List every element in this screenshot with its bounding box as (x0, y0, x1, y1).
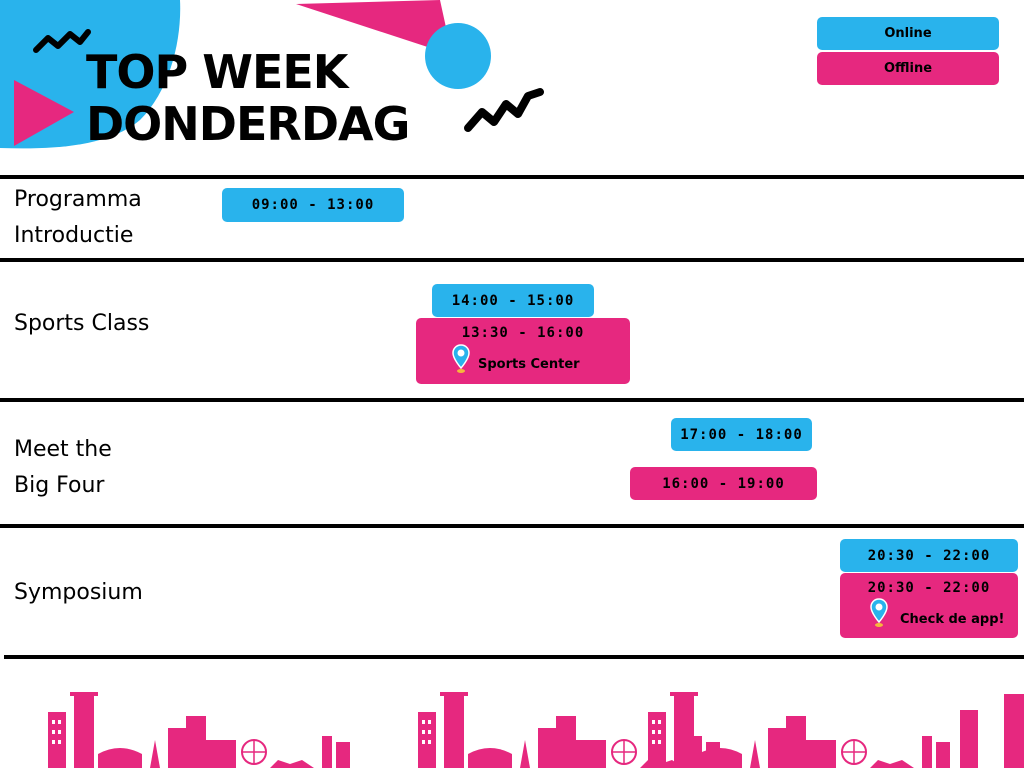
online-slot: 09:00 - 13:00 (222, 188, 404, 222)
page-title-line1: TOP WEEK (86, 45, 348, 99)
pink-triangle-left (14, 80, 74, 146)
row-label-line: Sports Class (14, 311, 150, 336)
row-label-sports-class: Sports Class (14, 306, 149, 342)
offline-slot: 16:00 - 19:00 (630, 467, 817, 500)
city-skyline-illustration (47, 691, 1024, 768)
legend-online: Online (817, 17, 999, 50)
online-slot: 14:00 - 15:00 (432, 284, 594, 317)
row-label-line: Symposium (14, 580, 143, 605)
header-decoration (0, 0, 544, 149)
offline-slot-time: 13:30 - 16:00 (461, 325, 585, 341)
row-divider (0, 175, 1024, 179)
row-divider (0, 524, 1024, 528)
pink-triangle-top (296, 0, 452, 55)
row-divider (0, 258, 1024, 262)
row-label-line: Big Four (14, 473, 105, 498)
row-label-line: Meet the (14, 437, 112, 462)
online-slot: 20:30 - 22:00 (840, 539, 1018, 572)
row-label-line: Introductie (14, 223, 134, 248)
row-label-line: Programma (14, 187, 142, 212)
row-divider (4, 655, 1024, 659)
zigzag-right (464, 88, 544, 132)
offline-slot-location: Check de app! (900, 612, 1005, 627)
offline-slot: 20:30 - 22:00 Check de app! (840, 573, 1018, 638)
row-label-programma-introductie: Programma Introductie (14, 182, 142, 254)
blue-circle-shape (425, 23, 491, 89)
offline-slot: 13:30 - 16:00 Sports Center (416, 318, 630, 384)
legend-offline: Offline (817, 52, 999, 85)
offline-slot-location: Sports Center (478, 357, 580, 372)
page-title-line2: DONDERDAG (86, 97, 410, 151)
row-divider (0, 398, 1024, 402)
row-label-meet-the-big-four: Meet the Big Four (14, 432, 112, 504)
zigzag-left (33, 29, 91, 53)
location-pin-icon (452, 344, 470, 373)
row-label-symposium: Symposium (14, 575, 143, 611)
offline-slot-time: 20:30 - 22:00 (867, 580, 991, 596)
page-title: TOP WEEK DONDERDAG (86, 45, 410, 151)
online-slot: 17:00 - 18:00 (671, 418, 812, 451)
location-pin-icon (870, 598, 888, 627)
